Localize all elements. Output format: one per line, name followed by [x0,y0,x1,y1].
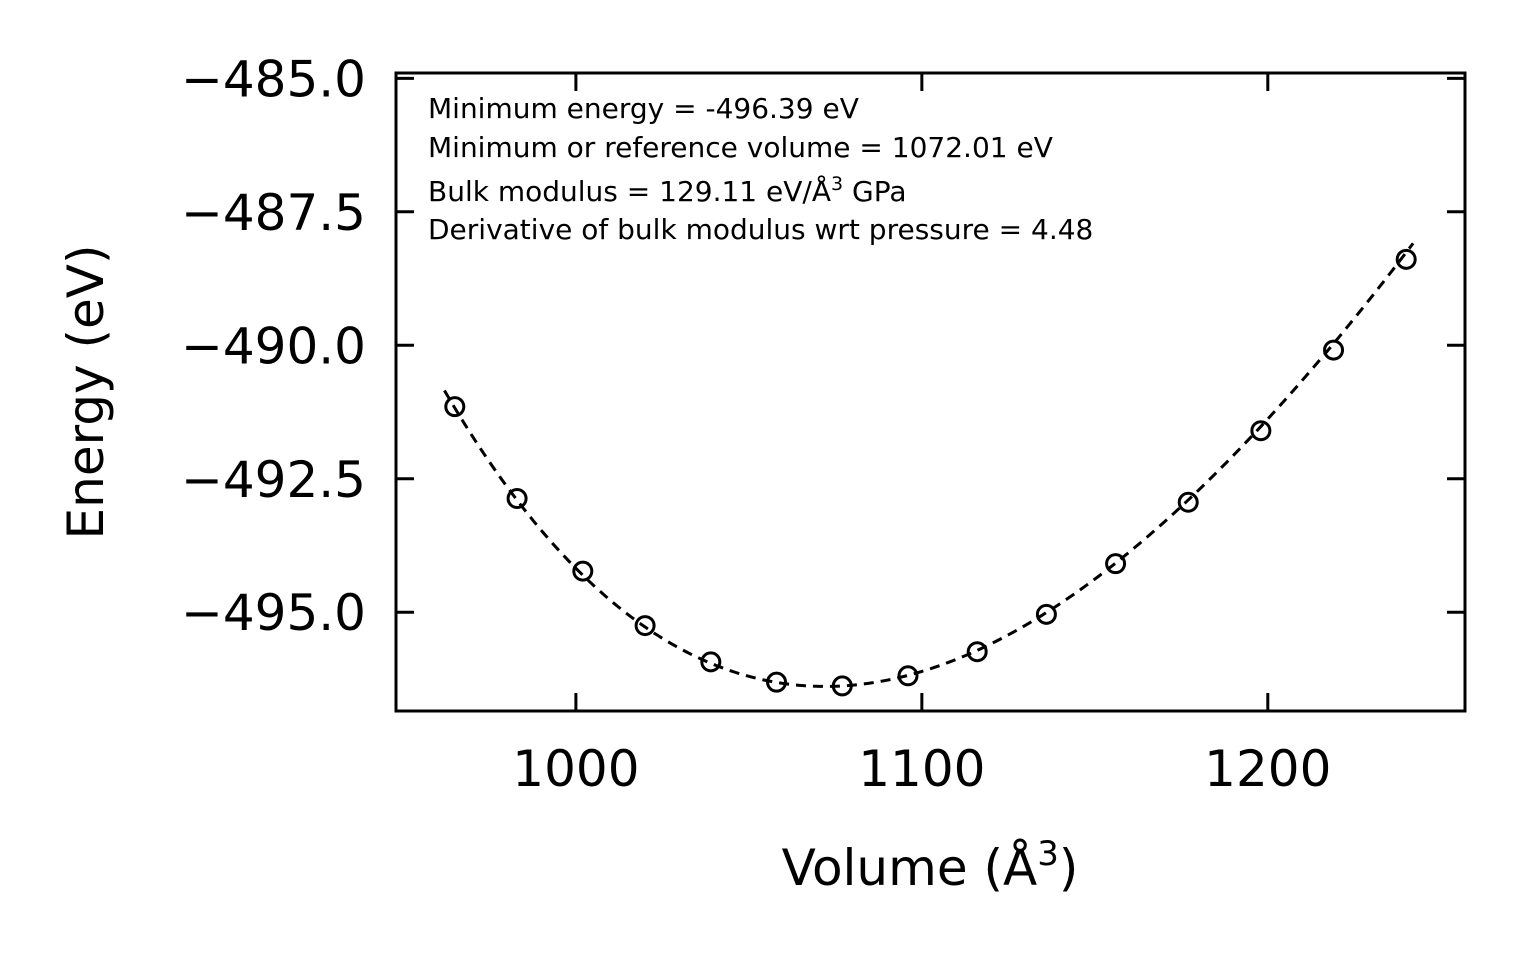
y-axis-ticks: −485.0 −487.5 −490.0 −492.5 −495.0 [181,50,1465,642]
y-axis-title: Energy (eV) [57,245,115,540]
fit-curve [443,242,1415,688]
data-point [700,651,722,673]
x-tick-label: 1000 [512,740,639,798]
y-tick-label: −485.0 [181,50,366,108]
data-point [444,396,466,418]
annotation-bulk-modulus: Bulk modulus = 129.11 eV/Å3 GPa [428,173,906,208]
y-tick-label: −492.5 [181,451,366,509]
data-point [572,560,594,582]
data-point [634,615,656,637]
x-axis-title-close: ) [1059,839,1079,897]
annotation-min-energy: Minimum energy = -496.39 eV [428,92,859,125]
data-point [766,671,788,693]
bulk-modulus-suffix: GPa [843,175,906,208]
data-point [831,675,853,697]
data-point [897,665,919,687]
data-point [1250,420,1272,442]
x-axis-title-main: Volume (Å [782,839,1038,897]
data-point [1177,491,1199,513]
y-tick-label: −487.5 [181,184,366,242]
x-tick-label: 1200 [1204,740,1331,798]
annotation-ref-volume: Minimum or reference volume = 1072.01 eV [428,131,1053,164]
y-tick-label: −490.0 [181,317,366,375]
data-point [1105,553,1127,575]
x-axis-title: Volume (Å3) [782,834,1079,897]
x-axis-ticks: 1000 1100 1200 [512,73,1331,798]
bulk-modulus-prefix: Bulk modulus = 129.11 eV/Å [428,174,831,208]
annotation-bulk-derivative: Derivative of bulk modulus wrt pressure … [428,213,1093,246]
data-point [1323,339,1345,361]
bulk-modulus-sup: 3 [831,173,843,195]
data-points [444,248,1417,697]
plot-frame [394,71,1467,713]
data-point [1395,248,1417,270]
data-point [966,641,988,663]
y-tick-label: −495.0 [181,584,366,642]
x-tick-label: 1100 [858,740,985,798]
x-axis-title-sup: 3 [1037,834,1059,874]
data-point [1035,603,1057,625]
data-point [506,488,528,510]
